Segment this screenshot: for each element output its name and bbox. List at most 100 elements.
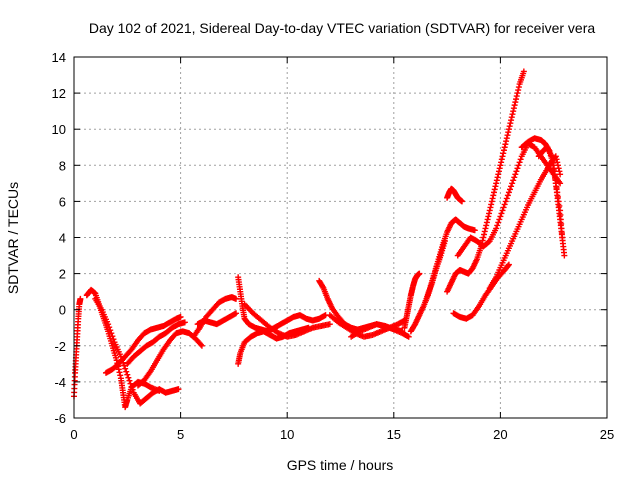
x-tick-label: 10: [280, 427, 294, 442]
data-point: [507, 120, 514, 127]
data-point: [498, 159, 505, 166]
data-point: [319, 283, 326, 290]
data-point: [500, 204, 507, 211]
data-point: [505, 189, 512, 196]
data-series: [194, 310, 240, 328]
data-series: [444, 68, 527, 295]
data-point: [511, 174, 518, 181]
data-point: [515, 162, 522, 169]
data-point: [490, 192, 497, 199]
x-tick-label: 0: [70, 427, 77, 442]
data-point: [198, 342, 205, 349]
data-point: [126, 377, 133, 384]
data-point: [105, 321, 112, 328]
data-point: [459, 198, 466, 205]
data-point: [514, 165, 521, 172]
data-points: [71, 68, 568, 411]
data-point: [554, 189, 561, 196]
data-point: [497, 162, 504, 169]
data-point: [503, 138, 510, 145]
data-point: [113, 357, 120, 364]
data-point: [109, 333, 116, 340]
data-point: [494, 174, 501, 181]
data-point: [512, 171, 519, 178]
data-point: [495, 219, 502, 226]
y-tick-label: 6: [59, 194, 66, 209]
data-point: [115, 366, 122, 373]
data-point: [481, 228, 488, 235]
data-point: [512, 99, 519, 106]
data-point: [482, 225, 489, 232]
data-series: [401, 270, 423, 331]
data-point: [553, 184, 560, 191]
data-point: [471, 227, 478, 234]
data-point: [483, 222, 490, 229]
grid-lines: [74, 57, 607, 418]
data-point: [505, 129, 512, 136]
data-point: [548, 153, 555, 160]
data-point: [495, 168, 502, 175]
data-point: [121, 362, 128, 369]
data-point: [128, 383, 135, 390]
data-point: [505, 261, 512, 268]
y-tick-label: -2: [54, 339, 66, 354]
data-point: [515, 84, 522, 91]
data-point: [487, 204, 494, 211]
data-point: [513, 168, 520, 175]
data-point: [516, 159, 523, 166]
data-point: [483, 219, 490, 226]
data-point: [513, 96, 520, 103]
x-tick-label: 25: [600, 427, 614, 442]
data-point: [510, 105, 517, 112]
data-point: [509, 111, 516, 118]
data-point: [510, 177, 517, 184]
data-point: [515, 87, 522, 94]
y-axis-label: SDTVAR / TECUs: [5, 182, 21, 294]
data-point: [497, 213, 504, 220]
data-point: [496, 165, 503, 172]
data-point: [513, 93, 520, 100]
y-tick-label: 0: [59, 303, 66, 318]
data-point: [108, 330, 115, 337]
data-series: [535, 144, 568, 259]
data-series: [454, 140, 564, 259]
data-point: [107, 327, 114, 334]
data-series: [422, 216, 478, 304]
data-point: [505, 262, 512, 269]
data-point: [106, 324, 113, 331]
y-tick-label: 14: [52, 50, 66, 65]
data-point: [499, 207, 506, 214]
data-point: [233, 310, 240, 317]
data-point: [509, 180, 516, 187]
data-point: [485, 213, 492, 220]
data-series: [102, 313, 184, 376]
y-tick-labels: -6 -4 -2 0 2 4 6 8 10 12 14: [52, 50, 66, 426]
data-point: [508, 117, 515, 124]
data-point: [506, 123, 513, 130]
data-point: [123, 368, 130, 375]
data-point: [492, 183, 499, 190]
data-point: [485, 239, 492, 246]
data-point: [511, 102, 518, 109]
data-point: [491, 186, 498, 193]
data-point: [504, 192, 511, 199]
data-point: [501, 201, 508, 208]
data-series: [92, 295, 182, 407]
data-point: [508, 114, 515, 121]
data-point: [175, 386, 182, 393]
x-tick-label: 20: [493, 427, 507, 442]
data-series: [190, 294, 240, 340]
data-series: [124, 319, 188, 367]
y-tick-label: 4: [59, 231, 66, 246]
data-point: [122, 365, 129, 372]
data-point: [510, 108, 517, 115]
data-point: [480, 234, 487, 241]
data-point: [503, 135, 510, 142]
data-point: [486, 210, 493, 217]
data-point: [493, 180, 500, 187]
data-series: [71, 295, 84, 400]
data-point: [177, 313, 184, 320]
data-point: [552, 175, 559, 182]
y-tick-label: 8: [59, 158, 66, 173]
